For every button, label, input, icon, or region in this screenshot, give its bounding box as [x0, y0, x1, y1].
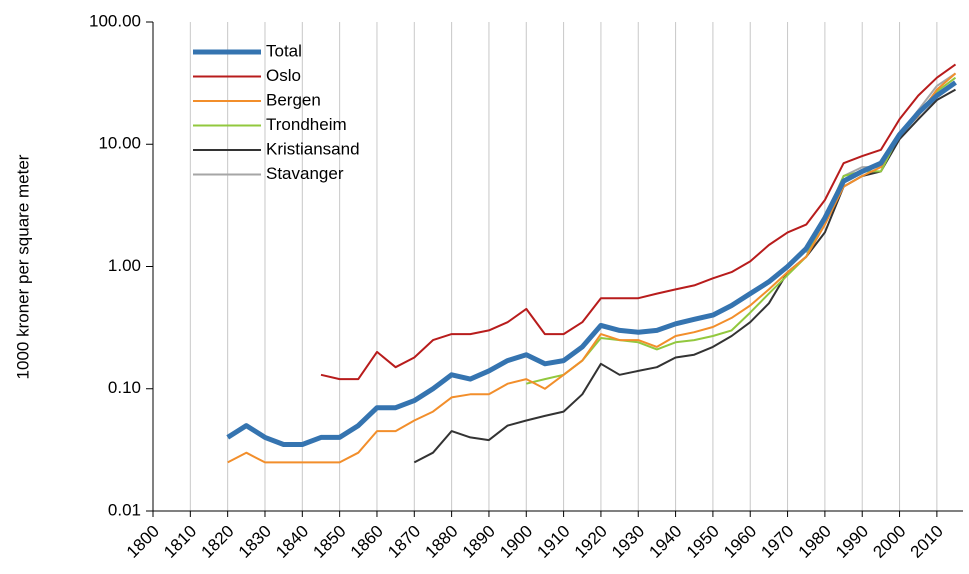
- line-series: [226, 80, 957, 447]
- x-tick-label: 1990: [832, 522, 872, 562]
- x-tick-label: 1850: [309, 522, 349, 562]
- legend-label: Stavanger: [266, 164, 344, 183]
- legend-label: Total: [266, 41, 302, 60]
- x-tick-label: 1910: [533, 522, 573, 562]
- x-tick-label: 1800: [123, 522, 163, 562]
- legend-label: Trondheim: [266, 115, 347, 134]
- y-tick-label: 0.01: [108, 500, 141, 519]
- x-tick-label: 1830: [235, 522, 275, 562]
- y-tick-label: 10.00: [98, 134, 141, 153]
- x-tick-label: 1940: [645, 522, 685, 562]
- x-tick-label: 1900: [496, 522, 536, 562]
- legend-label: Bergen: [266, 90, 321, 109]
- line-series: [526, 76, 957, 385]
- y-tick-label: 1.00: [108, 256, 141, 275]
- x-tick-label: 1820: [197, 522, 237, 562]
- x-tick-label: 2000: [869, 522, 909, 562]
- legend-label: Oslo: [266, 66, 301, 85]
- x-tick-label: 1840: [272, 522, 312, 562]
- x-tick-label: 1860: [347, 522, 387, 562]
- x-tick-label: 1890: [459, 522, 499, 562]
- x-tick-label: 1870: [384, 522, 424, 562]
- y-tick-label: 0.10: [108, 378, 141, 397]
- x-tick-label: 2010: [907, 522, 947, 562]
- x-tick-label: 1920: [571, 522, 611, 562]
- x-tick-label: 1810: [160, 522, 200, 562]
- x-tick-label: 1970: [757, 522, 797, 562]
- x-tick-label: 1930: [608, 522, 648, 562]
- legend-label: Kristiansand: [266, 139, 360, 158]
- line-series: [320, 63, 957, 381]
- line-series: [227, 72, 957, 464]
- x-tick-label: 1950: [683, 522, 723, 562]
- line-series: [413, 88, 956, 464]
- x-tick-label: 1880: [421, 522, 461, 562]
- y-axis-label: 1000 kroner per square meter: [13, 154, 32, 379]
- y-tick-label: 100.00: [89, 11, 141, 30]
- x-tick-label: 1960: [720, 522, 760, 562]
- x-tick-label: 1980: [795, 522, 835, 562]
